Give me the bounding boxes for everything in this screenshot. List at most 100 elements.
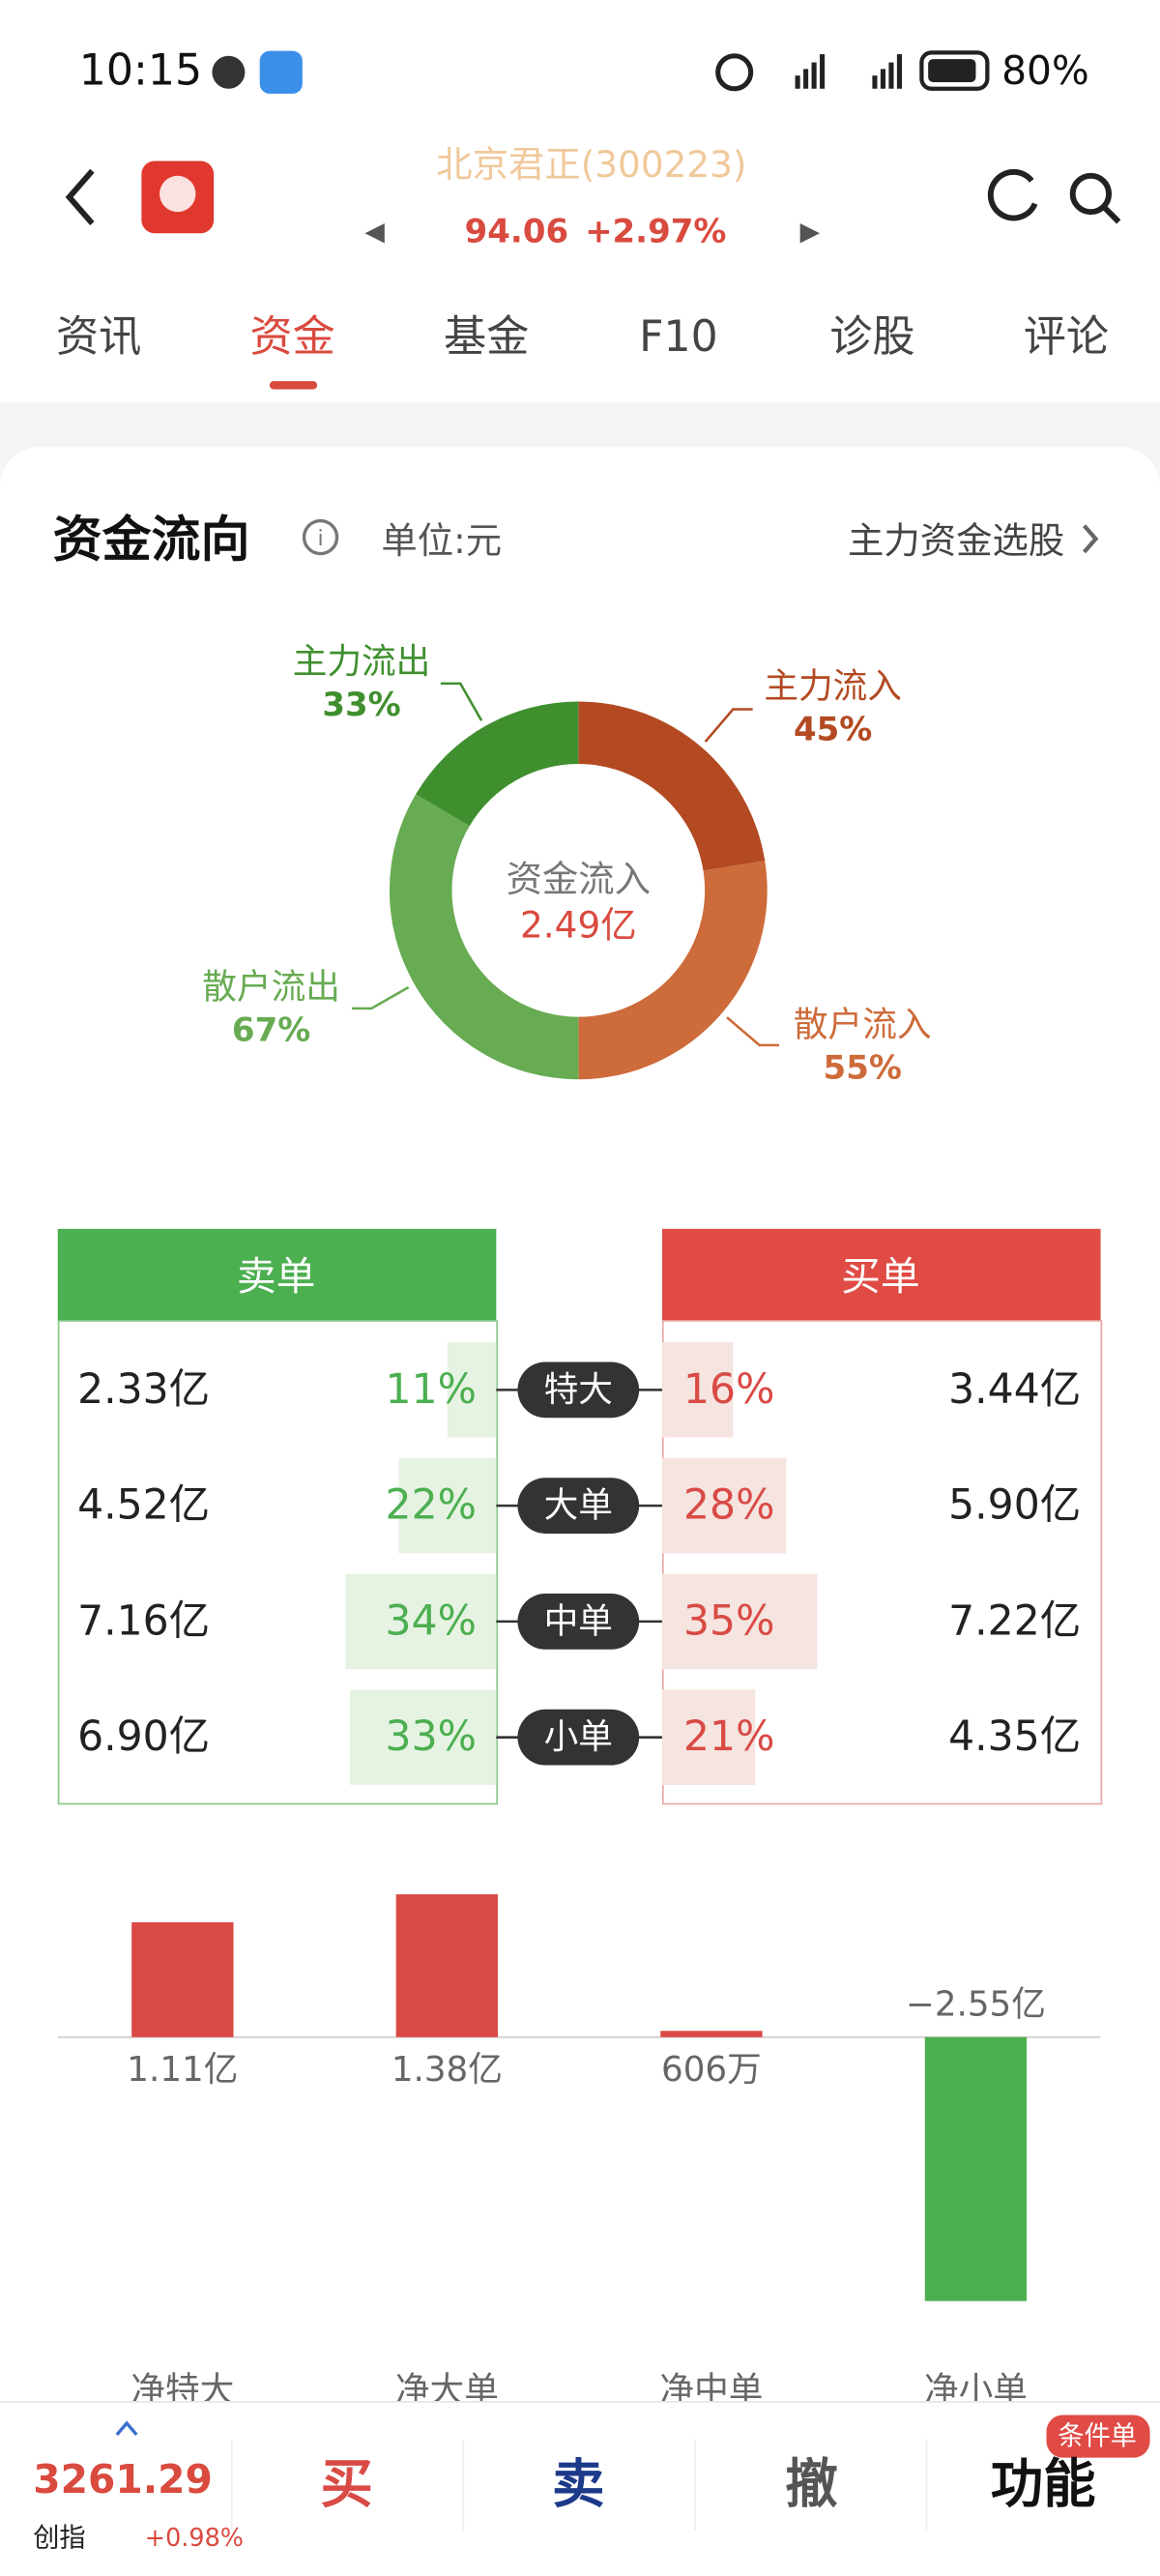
footer-button[interactable]: 功能: [991, 2453, 1096, 2514]
footer-button[interactable]: 买: [321, 2453, 373, 2514]
net-label: −2.55亿: [906, 1984, 1046, 2024]
category-pill: [517, 1709, 640, 1766]
buy-pct: 28%: [683, 1482, 774, 1530]
tab[interactable]: 诊股: [829, 312, 914, 362]
tab[interactable]: 资金: [250, 312, 335, 362]
link[interactable]: 主力资金选股: [848, 519, 1064, 562]
donut-slice: [578, 861, 768, 1080]
donut-center-value: 2.49亿: [520, 904, 637, 947]
leader-line: [440, 682, 483, 721]
time: 10:15: [79, 46, 202, 96]
net-bar: [660, 2031, 763, 2037]
sell-pct-bar: [345, 1573, 497, 1670]
category-pill: [517, 1594, 640, 1650]
tab[interactable]: 资讯: [56, 312, 141, 362]
slice-label: 55%: [824, 1048, 902, 1087]
footer-button[interactable]: 撤: [785, 2453, 837, 2514]
buy-amount: 7.22亿: [948, 1597, 1081, 1645]
app-icon: [259, 50, 303, 94]
donut-slice: [389, 794, 579, 1080]
index-value[interactable]: 3261.29: [33, 2456, 213, 2503]
tab[interactable]: 评论: [1024, 312, 1109, 362]
tab[interactable]: 基金: [444, 312, 529, 362]
sell-box: [57, 1320, 499, 1805]
slice-name: 散户流出: [202, 968, 340, 1008]
leader-line: [351, 985, 410, 1010]
sell-amount: 7.16亿: [77, 1597, 210, 1645]
sell-header: [57, 1228, 497, 1321]
info-glyph: i: [317, 527, 323, 551]
sell-pct: 33%: [386, 1713, 477, 1761]
sell-pct: 11%: [386, 1366, 477, 1414]
tab[interactable]: F10: [639, 312, 718, 362]
unit: 单位:元: [381, 519, 502, 562]
net-bar: [924, 2036, 1028, 2301]
info-icon[interactable]: [302, 518, 339, 556]
signal: [795, 54, 902, 89]
sell-pct-bar: [447, 1342, 497, 1438]
index-name: 创指: [33, 2523, 85, 2553]
stock-title: 北京君正(300223): [436, 143, 746, 186]
footer-bg: [0, 2401, 1160, 2576]
slice-name: 主力流出: [293, 642, 431, 682]
category: 小单: [544, 1717, 613, 1757]
sell-pct-bar: [398, 1457, 497, 1554]
buy-pct-bar: [661, 1342, 734, 1438]
buy-pct: 21%: [683, 1713, 774, 1761]
leader-line: [704, 708, 753, 743]
slice-label: 67%: [232, 1010, 310, 1049]
slice-label: 45%: [794, 710, 872, 748]
donut-center-label: 资金流入: [507, 858, 651, 900]
battery-text: 80%: [1001, 47, 1089, 94]
alarm-icon: [715, 53, 754, 92]
badge-bg: [1046, 2415, 1150, 2458]
search-handle: [1101, 204, 1121, 224]
buy-amount: 4.35亿: [948, 1713, 1081, 1761]
buy-pct-bar: [661, 1573, 818, 1670]
footer-button[interactable]: 卖: [552, 2453, 604, 2514]
battery-level: [928, 59, 976, 82]
sell-pct-bar: [349, 1689, 497, 1785]
category-pill: [517, 1478, 640, 1534]
refresh-button[interactable]: [987, 168, 1038, 221]
search-button[interactable]: [1069, 172, 1113, 216]
tab-underline: [269, 381, 318, 390]
donut-slice: [578, 701, 766, 871]
sell-title: 卖单: [237, 1253, 316, 1300]
category-pill: [517, 1361, 640, 1419]
buy-pct-bar: [661, 1457, 787, 1554]
back-button[interactable]: [65, 168, 95, 226]
buy-pct-bar: [661, 1689, 756, 1785]
net-bar: [131, 1921, 234, 2037]
price: 94.06: [465, 213, 568, 251]
wechat-icon: [212, 55, 246, 89]
sell-pct: 22%: [386, 1482, 477, 1530]
buy-header: [661, 1228, 1101, 1321]
buy-pct: 16%: [683, 1366, 774, 1414]
leader-line: [726, 1016, 780, 1047]
logo-mark: [160, 175, 196, 213]
sell-amount: 6.90亿: [77, 1713, 210, 1761]
net-label: 1.38亿: [392, 2050, 503, 2090]
category: 特大: [544, 1370, 613, 1410]
sell-amount: 4.52亿: [77, 1482, 210, 1530]
net-label: 606万: [661, 2050, 762, 2090]
expand[interactable]: [115, 2420, 138, 2436]
slice-name: 主力流入: [764, 667, 902, 707]
donut-slice: [416, 701, 579, 827]
buy-amount: 5.90亿: [948, 1482, 1081, 1530]
category: 中单: [544, 1601, 613, 1641]
buy-title: 买单: [841, 1253, 920, 1300]
badge: 条件单: [1058, 2421, 1137, 2451]
buy-box: [661, 1320, 1103, 1805]
next-stock[interactable]: [799, 223, 821, 244]
buy-amount: 3.44亿: [948, 1366, 1081, 1414]
sell-amount: 2.33亿: [77, 1366, 210, 1414]
prev-stock[interactable]: [364, 223, 385, 244]
slice-name: 散户流入: [794, 1006, 932, 1045]
section-title: 资金流向: [53, 512, 250, 569]
link-arrow: [1082, 524, 1099, 554]
category: 大单: [544, 1486, 613, 1526]
